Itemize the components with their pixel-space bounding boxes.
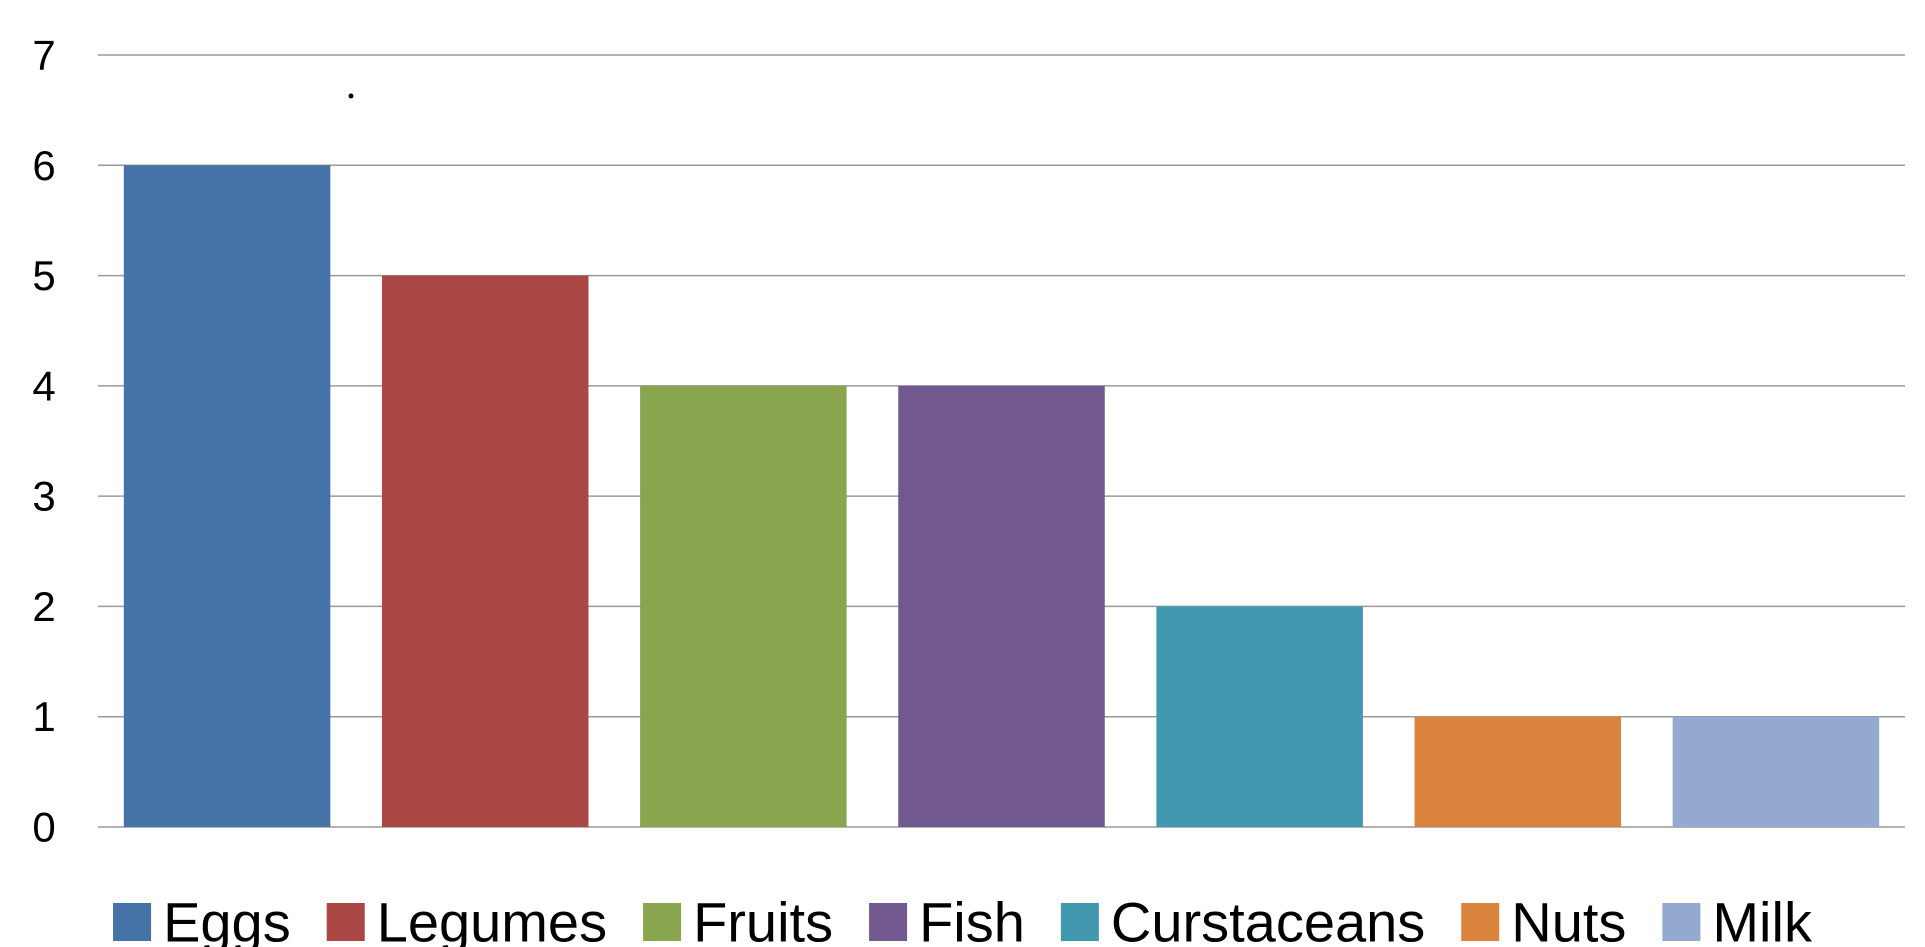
legend-label: Legumes [377,891,607,947]
legend-swatch [113,903,152,941]
legend: Eggs Legumes Fruits Fish Curstaceans Nuts Milk [113,891,1813,947]
legend-label: Nuts [1511,891,1626,947]
y-tick-label: 6 [32,142,55,189]
y-tick-label: 2 [32,583,55,630]
stray-dot-mark [348,93,354,99]
bar-fish [898,385,1105,827]
bar-milk [1672,716,1880,827]
legend-item-curstaceans: Curstaceans [1060,891,1425,947]
legend-label: Eggs [163,891,291,947]
bar-fruits [640,385,847,827]
legend-swatch [869,903,908,941]
legend-swatch [1461,903,1500,941]
legend-item-fruits: Fruits [643,891,833,947]
y-tick-label: 4 [32,362,55,409]
legend-label: Fruits [693,891,833,947]
bar-nuts [1414,716,1622,827]
legend-swatch [1060,903,1099,941]
legend-swatch [1662,903,1701,941]
legend-item-fish: Fish [869,891,1025,947]
bars [123,165,1880,828]
y-tick-label: 5 [32,252,55,299]
legend-item-eggs: Eggs [113,891,291,947]
bar-eggs [123,165,331,828]
bar-curstaceans [1156,606,1363,827]
legend-item-legumes: Legumes [326,891,607,947]
legend-label: Curstaceans [1111,891,1425,947]
bar-legumes [381,275,589,828]
legend-label: Milk [1712,891,1813,947]
legend-swatch [643,903,682,941]
legend-item-nuts: Nuts [1461,891,1626,947]
y-tick-label: 0 [32,804,55,851]
legend-swatch [326,903,365,941]
legend-item-milk: Milk [1662,891,1813,947]
legend-label: Fish [919,891,1025,947]
y-tick-label: 7 [32,32,55,79]
y-axis-tick-labels: 0 1 2 3 4 5 6 7 [32,32,55,851]
y-tick-label: 1 [32,693,55,740]
y-tick-label: 3 [32,473,55,520]
